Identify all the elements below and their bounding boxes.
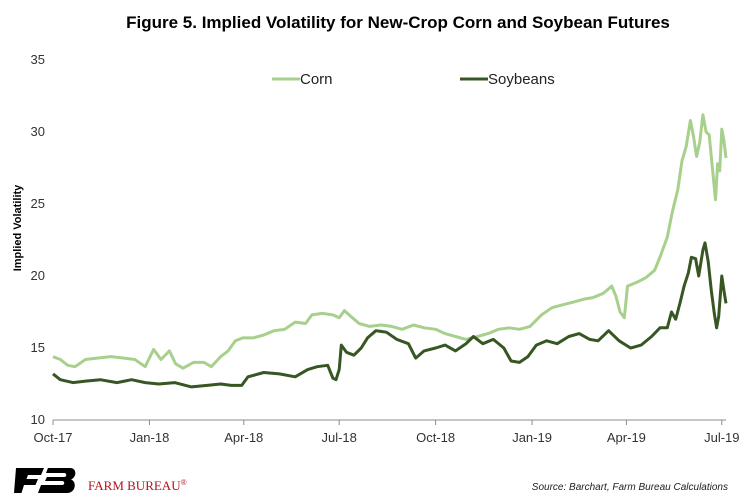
- x-tick-label: Jul-19: [704, 430, 739, 445]
- y-tick-label: 30: [31, 124, 45, 139]
- y-tick-label: 35: [31, 52, 45, 67]
- legend-label-soybeans: Soybeans: [488, 71, 555, 88]
- legend-label-corn: Corn: [300, 71, 333, 88]
- y-axis-label: Implied Volatility: [12, 184, 24, 271]
- legend: Corn Soybeans: [272, 71, 555, 88]
- brand-mark: ®: [181, 478, 187, 487]
- y-tick-label: 10: [31, 412, 45, 427]
- series-layer: [52, 113, 728, 389]
- x-tick-label: Jan-18: [130, 430, 170, 445]
- y-tick-label: 15: [31, 340, 45, 355]
- x-tick-label: Jul-18: [321, 430, 356, 445]
- x-tick-label: Jan-19: [512, 430, 552, 445]
- x-tick-label: Oct-17: [33, 430, 72, 445]
- x-tick-label: Apr-18: [224, 430, 263, 445]
- brand-name: FARM BUREAU: [88, 478, 181, 493]
- svg-text:FARM BUREAU®: FARM BUREAU®: [88, 478, 187, 493]
- x-tick-label: Oct-18: [416, 430, 455, 445]
- y-tick-label: 25: [31, 196, 45, 211]
- series-line-corn: [52, 113, 728, 370]
- series-line-soybeans: [52, 241, 728, 389]
- fb-logo-icon: [14, 468, 76, 493]
- x-tick-label: Apr-19: [607, 430, 646, 445]
- y-tick-label: 20: [31, 268, 45, 283]
- farm-bureau-logo: FARM BUREAU®: [14, 468, 187, 493]
- y-axis: 10 15 20 25 30 35: [31, 52, 45, 427]
- chart-title: Figure 5. Implied Volatility for New-Cro…: [126, 13, 670, 32]
- x-axis: Oct-17 Jan-18 Apr-18 Jul-18 Oct-18 Jan-19 Apr-…: [33, 420, 740, 445]
- source-note: Source: Barchart, Farm Bureau Calculatio…: [532, 482, 728, 493]
